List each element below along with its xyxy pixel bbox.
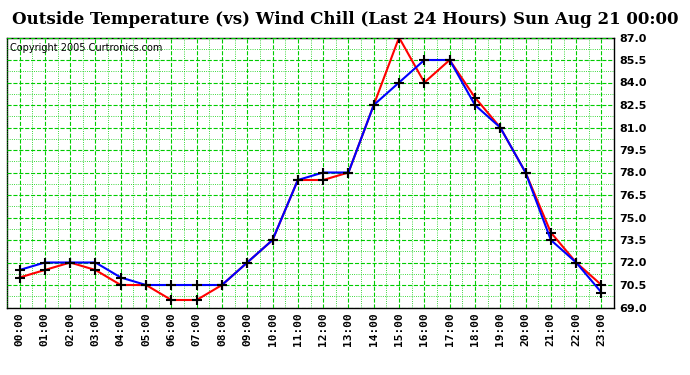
Text: Outside Temperature (vs) Wind Chill (Last 24 Hours) Sun Aug 21 00:00: Outside Temperature (vs) Wind Chill (Las… xyxy=(12,11,678,28)
Text: Copyright 2005 Curtronics.com: Copyright 2005 Curtronics.com xyxy=(10,43,162,53)
